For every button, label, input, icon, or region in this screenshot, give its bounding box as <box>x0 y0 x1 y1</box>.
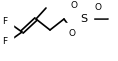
Text: F: F <box>2 18 8 26</box>
Text: F: F <box>2 38 8 46</box>
Text: S: S <box>80 14 88 24</box>
Text: O: O <box>95 3 101 12</box>
Text: O: O <box>70 0 78 10</box>
Text: O: O <box>69 28 76 38</box>
